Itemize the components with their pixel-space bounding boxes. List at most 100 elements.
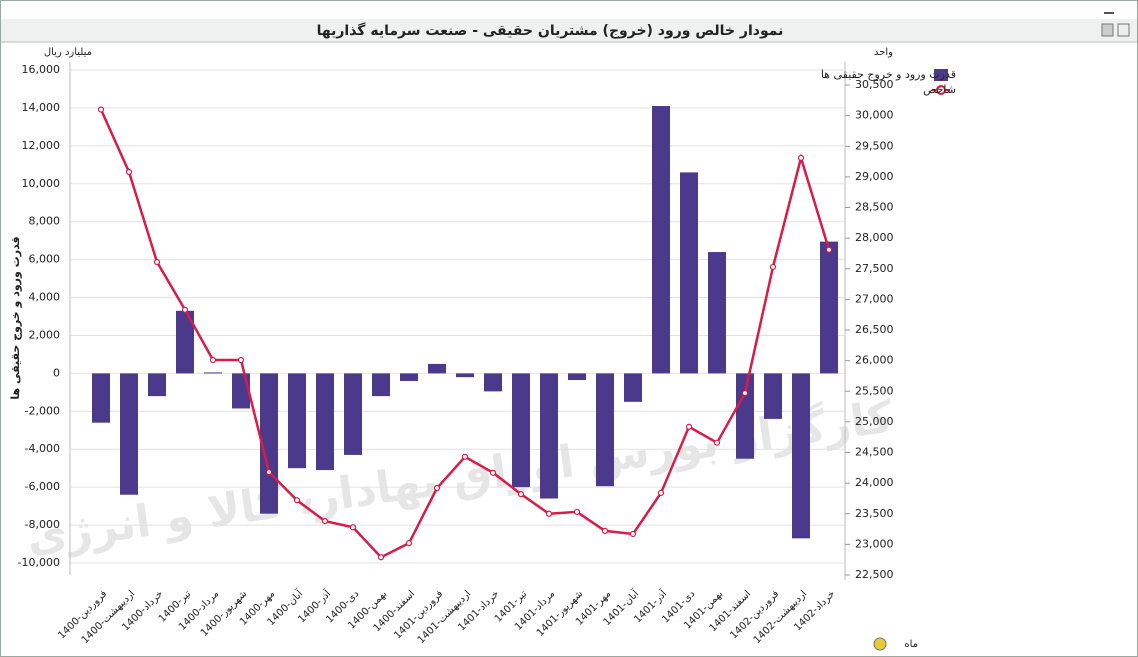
y-tick-label: -2,000 <box>25 404 60 417</box>
line-point <box>601 527 609 535</box>
y2-tick-label: 29,500 <box>855 139 894 152</box>
bar <box>764 373 782 419</box>
bar <box>204 372 222 374</box>
bar <box>708 252 726 374</box>
y-tick-label: -10,000 <box>18 556 60 569</box>
y-tick-label: 14,000 <box>22 101 61 114</box>
bar <box>624 373 642 402</box>
line-point <box>321 517 329 525</box>
y2-tick-label: 26,500 <box>855 323 894 336</box>
bar <box>820 241 838 374</box>
bar <box>120 373 138 495</box>
y2-tick-label: 28,000 <box>855 231 894 244</box>
bar <box>484 373 502 392</box>
y-tick-label: -4,000 <box>25 442 60 455</box>
y2-tick-label: 25,000 <box>855 415 894 428</box>
line-point <box>97 106 105 113</box>
y-tick-label: 0 <box>53 366 60 379</box>
y-tick-label: -6,000 <box>25 480 60 493</box>
line-point <box>685 423 693 430</box>
line-point <box>377 554 385 561</box>
bar <box>456 373 474 378</box>
chart-title: نمودار خالص ورود (خروج) مشتریان حقیقی - … <box>317 22 784 39</box>
y2-tick-label: 23,500 <box>855 507 894 520</box>
y2-unit: واحد <box>874 47 893 58</box>
bar <box>92 373 110 423</box>
y2-tick-label: 23,000 <box>855 537 894 550</box>
line-point <box>573 508 581 516</box>
bar <box>344 373 362 455</box>
bar <box>428 363 446 374</box>
line-point <box>153 258 161 266</box>
line-point <box>489 469 497 476</box>
y2-tick-label: 22,500 <box>855 568 894 581</box>
line-point <box>545 510 553 517</box>
line-point <box>797 154 805 161</box>
bar <box>232 373 250 409</box>
y2-tick-label: 30,500 <box>855 78 894 91</box>
bar <box>680 172 698 374</box>
y-tick-label: 12,000 <box>22 139 61 152</box>
bar <box>792 373 810 539</box>
legend-label: شاخص <box>923 83 956 96</box>
y2-tick-label: 24,500 <box>855 446 894 459</box>
line-point <box>769 263 777 271</box>
y-tick-label: 6,000 <box>29 253 61 266</box>
legend-swatch <box>936 85 946 95</box>
settings-icon[interactable] <box>873 637 887 651</box>
bar <box>568 373 586 381</box>
line-point <box>405 540 413 547</box>
y-tick-label: -8,000 <box>25 518 60 531</box>
line-point <box>265 469 273 476</box>
line-point <box>237 356 245 364</box>
y2-tick-label: 25,500 <box>855 384 894 397</box>
line-point <box>433 484 441 492</box>
bar <box>148 373 166 397</box>
y2-tick-label: 28,500 <box>855 201 894 214</box>
bar <box>372 373 390 397</box>
bar <box>288 373 306 469</box>
bar <box>260 373 278 514</box>
line-point <box>517 491 525 498</box>
line-point <box>125 168 133 176</box>
export-icon[interactable] <box>1101 23 1114 37</box>
line-point <box>349 524 357 531</box>
y-unit: میلیارد ریال <box>44 47 92 58</box>
line-point <box>713 439 721 446</box>
line-point <box>461 453 469 460</box>
bar <box>652 106 670 374</box>
y-axis-label: قدرت ورود و خروج حقیقی ها <box>9 236 23 399</box>
bar <box>596 373 614 487</box>
y2-tick-label: 30,000 <box>855 109 894 122</box>
y-tick-label: 2,000 <box>29 328 61 341</box>
y2-tick-label: 26,000 <box>855 354 894 367</box>
line-point <box>657 489 665 497</box>
y-tick-label: 16,000 <box>22 63 61 76</box>
legend-label: قدرت ورود و خروج حقیقی ها <box>821 68 956 81</box>
y-tick-label: 8,000 <box>29 215 61 228</box>
y2-tick-label: 29,000 <box>855 170 894 183</box>
line-point <box>825 246 833 253</box>
y2-tick-label: 27,000 <box>855 292 894 305</box>
legend-swatch <box>934 69 948 81</box>
line-point <box>629 530 637 538</box>
x-axis-label: ماه <box>904 639 918 650</box>
bar <box>540 373 558 499</box>
title-bar <box>1 19 1137 42</box>
bar <box>736 373 754 459</box>
y2-tick-label: 27,500 <box>855 262 894 275</box>
line-point <box>293 497 301 504</box>
y-tick-label: 4,000 <box>29 291 61 304</box>
bar <box>400 373 418 381</box>
bar <box>176 310 194 374</box>
line-point <box>209 356 217 364</box>
bar <box>512 373 530 488</box>
y2-tick-label: 24,000 <box>855 476 894 489</box>
line-point <box>181 306 189 313</box>
excel-icon[interactable] <box>1117 23 1130 37</box>
line-point <box>741 389 749 397</box>
y-tick-label: 10,000 <box>22 177 61 190</box>
bar <box>316 373 334 471</box>
